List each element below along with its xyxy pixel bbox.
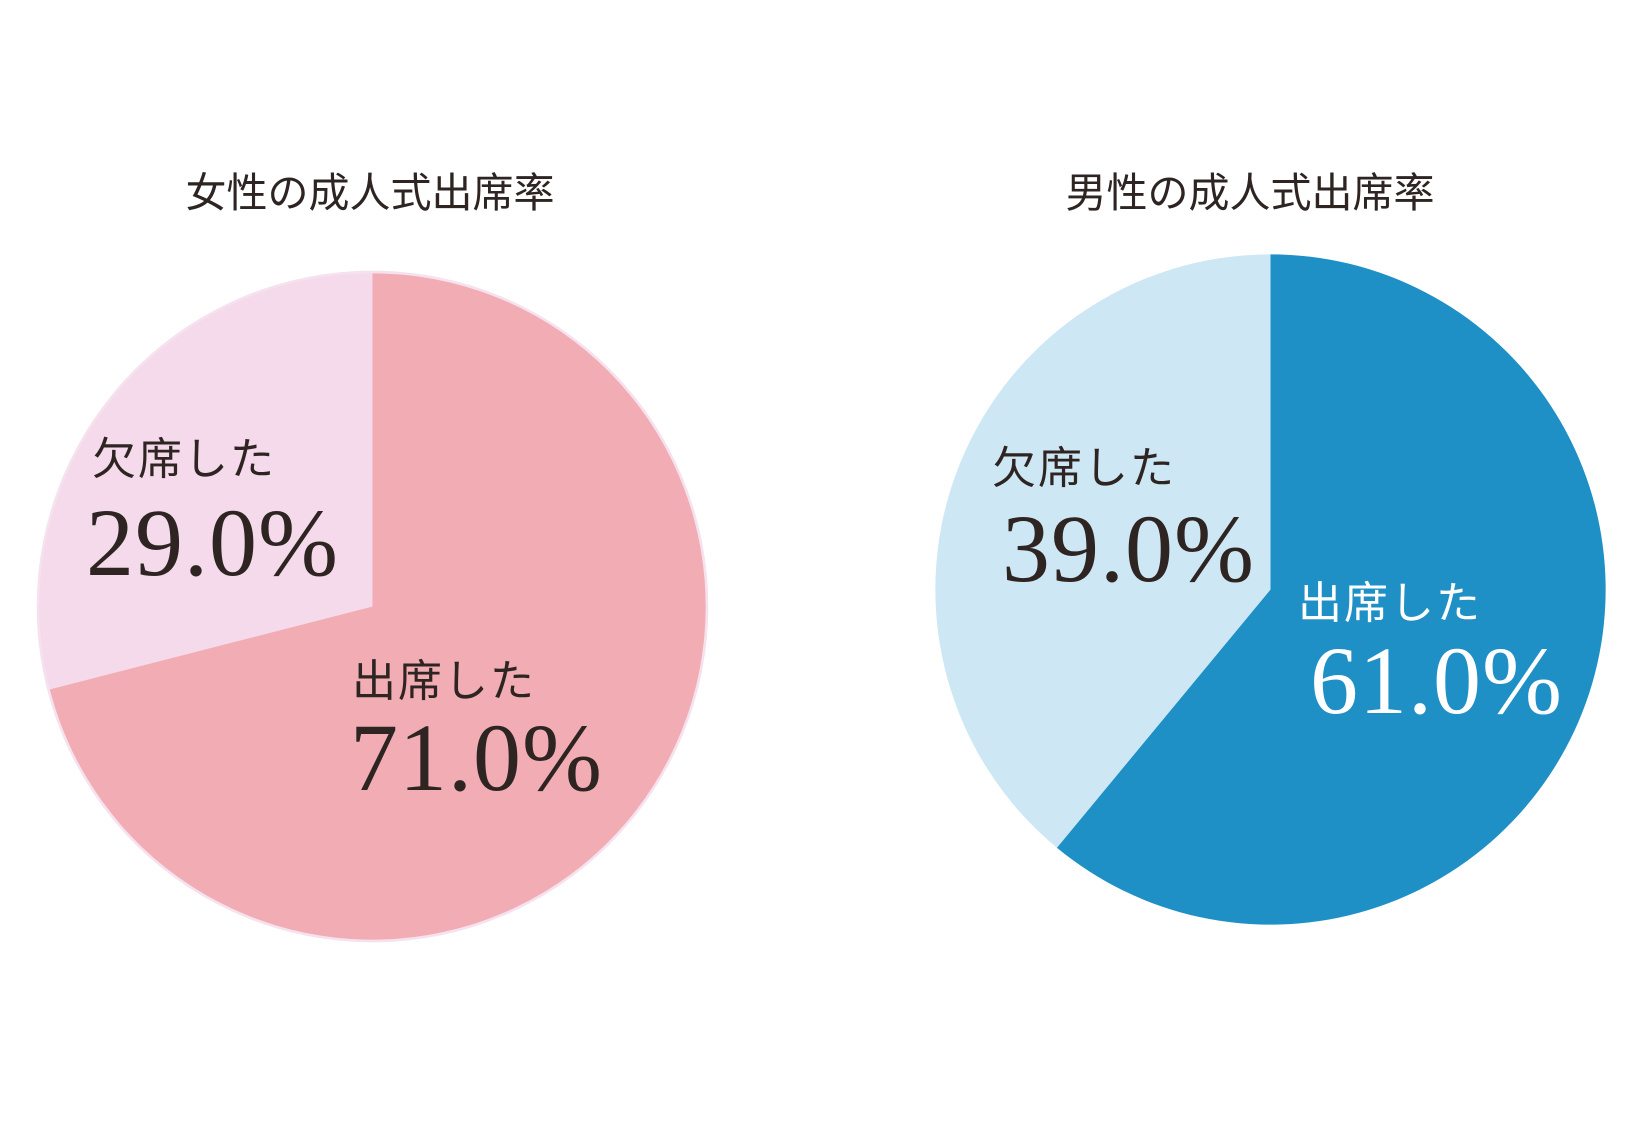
- male-absent-percent: 39.0%: [1002, 495, 1255, 602]
- male-chart-title: 男性の成人式出席率: [1065, 170, 1435, 216]
- female-attend-percent: 71.0%: [350, 704, 603, 811]
- male-absent-label: 欠席した: [992, 444, 1176, 493]
- female-absent-label: 欠席した: [92, 435, 276, 484]
- female-pie: [36, 270, 709, 943]
- pie-slice-female-0: [49, 273, 706, 940]
- female-absent-percent: 29.0%: [86, 489, 339, 596]
- female-attend-label: 出席した: [352, 657, 536, 706]
- pie-slice-male-1: [935, 254, 1271, 848]
- pie-slice-female-1: [39, 273, 373, 690]
- female-chart-title: 女性の成人式出席率: [185, 170, 555, 216]
- male-attend-percent: 61.0%: [1310, 627, 1563, 734]
- male-pie: [935, 254, 1606, 925]
- male-attend-label: 出席した: [1298, 579, 1482, 628]
- pie-slice-male-0: [1056, 254, 1606, 925]
